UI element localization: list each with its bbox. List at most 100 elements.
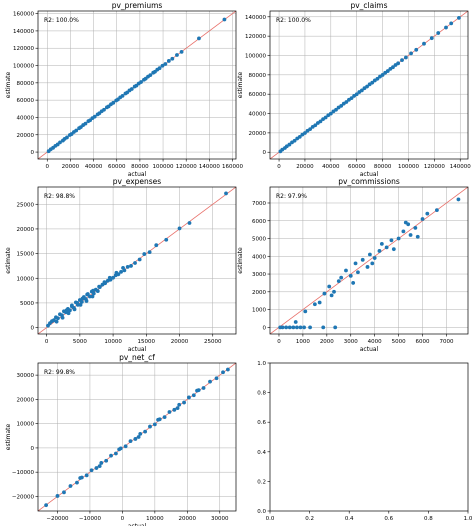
data-point <box>164 237 169 242</box>
data-point <box>429 36 434 41</box>
data-point <box>360 257 365 262</box>
data-point <box>142 252 147 256</box>
x-tick-label: 20000 <box>62 164 80 170</box>
data-point <box>177 226 182 231</box>
data-point <box>54 319 59 324</box>
data-point <box>177 402 182 407</box>
chart-title: pv_expenses <box>113 177 162 186</box>
data-point <box>365 84 369 89</box>
y-tick-label: 5000 <box>20 301 34 307</box>
data-point <box>420 217 425 221</box>
data-point <box>147 250 152 255</box>
y-tick-label: 10000 <box>17 422 35 428</box>
y-tick-label: 25000 <box>17 202 35 208</box>
x-tick-label: 20000 <box>296 164 314 170</box>
x-tick-label: 0.2 <box>305 516 314 522</box>
y-tick-label: −10000 <box>12 470 35 476</box>
data-point <box>356 270 360 275</box>
data-point <box>125 265 130 269</box>
data-point <box>69 304 74 309</box>
data-point <box>128 439 133 444</box>
data-point <box>148 73 153 78</box>
data-point <box>64 308 69 313</box>
data-point <box>224 191 228 196</box>
x-tick-label: 10000 <box>104 339 122 345</box>
data-point <box>187 395 191 400</box>
y-tick-label: 60000 <box>17 98 35 104</box>
data-point <box>375 76 380 81</box>
y-tick-label: 2000 <box>252 290 266 296</box>
data-point <box>303 309 308 314</box>
data-point <box>328 111 333 116</box>
data-point <box>339 275 344 280</box>
data-point <box>327 284 332 289</box>
data-point <box>280 325 285 330</box>
y-tick-label: 20000 <box>17 397 35 403</box>
subplot-4: 0 1000 2000 3000 4000 5000 6000 7000 0 1000 2000 30… <box>237 177 469 353</box>
y-tick-label: 20000 <box>17 133 35 139</box>
y-tick-label: 0.0 <box>257 509 266 515</box>
data-point <box>295 325 299 330</box>
data-layer <box>270 187 468 334</box>
data-point <box>197 36 201 41</box>
data-point <box>104 458 109 463</box>
data-point <box>396 61 401 66</box>
data-point <box>102 280 107 285</box>
data-point <box>67 308 72 313</box>
y-tick-label: 120000 <box>13 46 34 52</box>
data-point <box>372 256 377 260</box>
data-point <box>56 316 60 321</box>
axes-frame <box>37 362 237 512</box>
data-point <box>117 447 122 452</box>
data-point <box>329 293 334 298</box>
y-tick-label: 0 <box>31 150 35 156</box>
data-point <box>97 464 102 469</box>
data-point <box>78 476 83 480</box>
data-point <box>308 127 313 132</box>
data-point <box>225 367 230 372</box>
axes-frame <box>269 10 469 160</box>
x-tick-label: 80000 <box>131 164 149 170</box>
y-tick-label: 0 <box>31 446 35 452</box>
data-point <box>287 325 292 330</box>
chart-title: pv_claims <box>350 1 387 10</box>
r2-annotation: R2: 97.9% <box>276 193 307 200</box>
x-tick-label: 0.4 <box>345 516 354 522</box>
data-point <box>79 300 84 304</box>
x-tick-label: 2000 <box>320 339 334 345</box>
data-point <box>403 55 408 60</box>
x-tick-label: 15000 <box>138 339 156 345</box>
data-point <box>317 300 322 305</box>
data-point <box>409 51 413 56</box>
data-point <box>292 138 297 143</box>
x-tick-label: 40000 <box>322 164 340 170</box>
data-point <box>400 58 404 63</box>
data-point <box>44 503 49 508</box>
y-tick-label: 80000 <box>249 73 267 79</box>
data-point <box>348 273 353 278</box>
x-tick-label: 30000 <box>211 516 229 522</box>
data-point <box>94 466 99 470</box>
r2-annotation: R2: 98.8% <box>44 193 75 200</box>
data-point <box>78 302 83 307</box>
data-point <box>75 480 79 485</box>
y-axis-label: estimate <box>5 71 12 98</box>
data-point <box>87 294 92 299</box>
data-point <box>62 490 66 495</box>
x-tick-label: 1.0 <box>464 516 473 522</box>
data-point <box>182 400 186 405</box>
data-point <box>436 31 441 35</box>
y-axis-label: estimate <box>237 71 244 98</box>
y-tick-label: 0.4 <box>257 450 266 456</box>
data-point <box>137 257 142 262</box>
data-point <box>85 292 90 297</box>
data-point <box>123 444 128 449</box>
x-tick-label: −10000 <box>79 516 102 522</box>
data-point <box>66 311 71 316</box>
data-layer <box>38 11 236 159</box>
data-point <box>179 49 184 54</box>
y-tick-label: 1000 <box>252 308 266 314</box>
x-tick-label: 160000 <box>222 164 243 170</box>
data-point <box>152 422 157 427</box>
data-point <box>201 386 206 390</box>
